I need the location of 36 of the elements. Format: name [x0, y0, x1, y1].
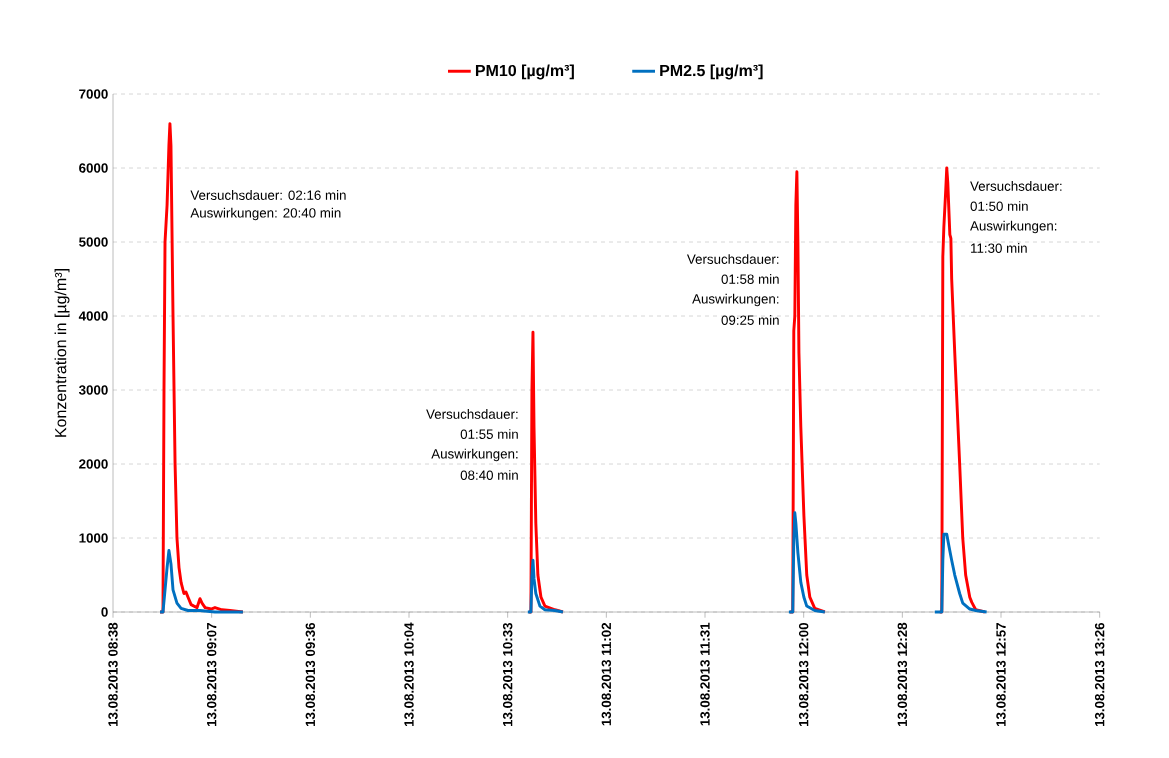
x-tick-label: 13.08.2013 10:04 [404, 622, 414, 727]
annotation: Auswirkungen: [692, 293, 779, 307]
x-tick-label: 13.08.2013 12:28 [897, 622, 908, 727]
x-tick-label: 13.08.2013 11:02 [601, 622, 612, 726]
y-tick-label: 1000 [79, 533, 108, 543]
y-tick-label: 4000 [78, 311, 108, 321]
x-tick-label: 13.08.2013 09:36 [305, 622, 316, 727]
annotation: 11:30 min [971, 243, 1027, 253]
annotation: Auswirkungen: [431, 448, 518, 462]
x-tick-label: 13.08.2013 12:57 [996, 623, 1006, 727]
y-tick-label: 7000 [79, 89, 108, 99]
y-tick-label: 6000 [79, 163, 108, 173]
annotation: 09:25 min [721, 315, 779, 325]
y-tick-label: 5000 [79, 237, 108, 247]
annotation: Versuchsdauer: [970, 181, 1062, 191]
y-tick-label: 3000 [78, 385, 108, 395]
legend-label: PM10 [µg/m³] [475, 64, 574, 80]
y-tick-label: 2000 [79, 459, 108, 469]
y-axis-title: Konzentration in [µg/m³] [54, 269, 70, 437]
annotation: 08:40 min [460, 470, 518, 480]
x-tick-label: 13.08.2013 10:33 [502, 622, 513, 727]
x-tick-label: 13.08.2013 12:00 [798, 622, 809, 727]
annotation: Auswirkungen: 20:40 min [190, 207, 341, 221]
annotation: Versuchsdauer: [426, 409, 518, 419]
annotation: 01:58 min [721, 274, 779, 284]
annotation: Auswirkungen: [970, 220, 1057, 234]
x-tick-label: 13.08.2013 09:07 [206, 623, 217, 727]
annotation: Versuchsdauer: 02:16 min [190, 190, 346, 200]
x-tick-label: 13.08.2013 08:38 [108, 622, 118, 727]
annotation: 01:50 min [970, 201, 1028, 211]
y-tick-label: 0 [101, 607, 108, 617]
legend-label: PM2.5 [µg/m³] [660, 64, 763, 80]
annotation: 01:55 min [460, 429, 518, 439]
x-tick-label: 13.08.2013 11:31 [700, 622, 710, 726]
annotation: Versuchsdauer: [686, 254, 779, 264]
x-tick-label: 13.08.2013 13:26 [1094, 622, 1105, 727]
